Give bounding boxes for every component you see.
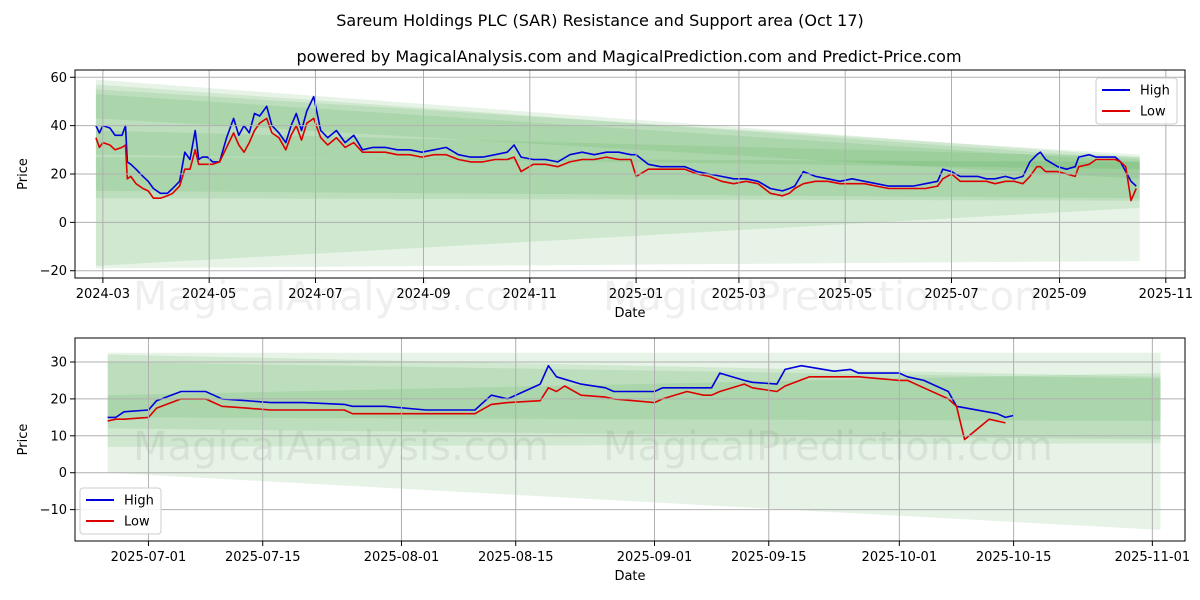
band-2 xyxy=(95,89,1140,179)
watermark-1: MagicalPrediction.com xyxy=(603,424,1053,470)
x-tick-label: 2024-05 xyxy=(182,287,236,302)
y-tick-label: 0 xyxy=(59,466,67,481)
x-tick-label: 2024-11 xyxy=(503,287,557,302)
watermark-1: MagicalPrediction.com xyxy=(603,274,1053,320)
y-tick-label: 60 xyxy=(50,71,67,86)
band-0 xyxy=(107,352,1161,530)
y-tick-label: −10 xyxy=(40,503,67,518)
x-tick-label: 2025-05 xyxy=(818,287,872,302)
x-tick-label: 2025-07-15 xyxy=(225,550,301,565)
chart-subtitle: powered by MagicalAnalysis.com and Magic… xyxy=(296,47,961,66)
x-axis-label: Date xyxy=(614,569,645,584)
watermark-0: MagicalAnalysis.com xyxy=(133,274,549,320)
watermark-0: MagicalAnalysis.com xyxy=(133,424,549,470)
legend-label-high: High xyxy=(124,494,154,509)
y-tick-label: 40 xyxy=(50,119,67,134)
x-tick-label: 2025-11 xyxy=(1139,287,1193,302)
chart-title: Sareum Holdings PLC (SAR) Resistance and… xyxy=(336,11,864,30)
y-tick-label: 30 xyxy=(50,355,67,370)
x-tick-label: 2025-09-15 xyxy=(731,550,807,565)
axes-frame xyxy=(74,337,1186,542)
legend-label-low: Low xyxy=(124,515,150,530)
band-3 xyxy=(95,94,1140,170)
series-high-line xyxy=(107,364,1014,419)
x-tick-label: 2024-03 xyxy=(76,287,130,302)
series-low-line xyxy=(95,117,1137,202)
x-tick-label: 2025-08-01 xyxy=(364,550,440,565)
band-1 xyxy=(95,84,1140,201)
y-tick-label: 10 xyxy=(50,429,67,444)
x-tick-label: 2025-10-15 xyxy=(976,550,1052,565)
x-tick-label: 2025-09 xyxy=(1032,287,1086,302)
legend: High Low xyxy=(1095,77,1178,125)
series-high-line xyxy=(95,95,1137,195)
y-tick-label: −20 xyxy=(40,264,67,279)
x-tick-label: 2025-07 xyxy=(924,287,978,302)
x-tick-label: 2025-01 xyxy=(609,287,663,302)
series-low-line xyxy=(107,376,1006,441)
legend-label-high: High xyxy=(1140,84,1170,99)
x-tick-label: 2025-09-01 xyxy=(617,550,693,565)
x-tick-label: 2024-09 xyxy=(396,287,450,302)
plot-area xyxy=(107,352,1161,530)
x-tick-label: 2025-08-15 xyxy=(478,550,554,565)
x-tick-label: 2025-10-01 xyxy=(862,550,938,565)
x-axis-label: Date xyxy=(614,306,645,321)
x-tick-label: 2025-07-01 xyxy=(111,550,187,565)
legend: High Low xyxy=(79,487,162,535)
y-tick-label: 20 xyxy=(50,168,67,183)
band-5 xyxy=(95,157,1140,199)
legend-label-low: Low xyxy=(1140,105,1166,120)
band-4 xyxy=(95,130,1140,266)
y-tick-label: 20 xyxy=(50,392,67,407)
band-2 xyxy=(107,373,1161,440)
x-tick-label: 2024-07 xyxy=(288,287,342,302)
panel-bottom: MagicalAnalysis.com MagicalPrediction.com… xyxy=(16,337,1191,584)
panel-top: MagicalAnalysis.com MagicalPrediction.com… xyxy=(16,69,1193,321)
y-axis-label: Price xyxy=(16,424,31,456)
y-axis-label: Price xyxy=(16,158,31,190)
x-tick-label: 2025-03 xyxy=(712,287,766,302)
x-tick-label: 2025-11-01 xyxy=(1115,550,1191,565)
y-tick-label: 0 xyxy=(59,216,67,231)
axes-frame xyxy=(74,69,1186,279)
